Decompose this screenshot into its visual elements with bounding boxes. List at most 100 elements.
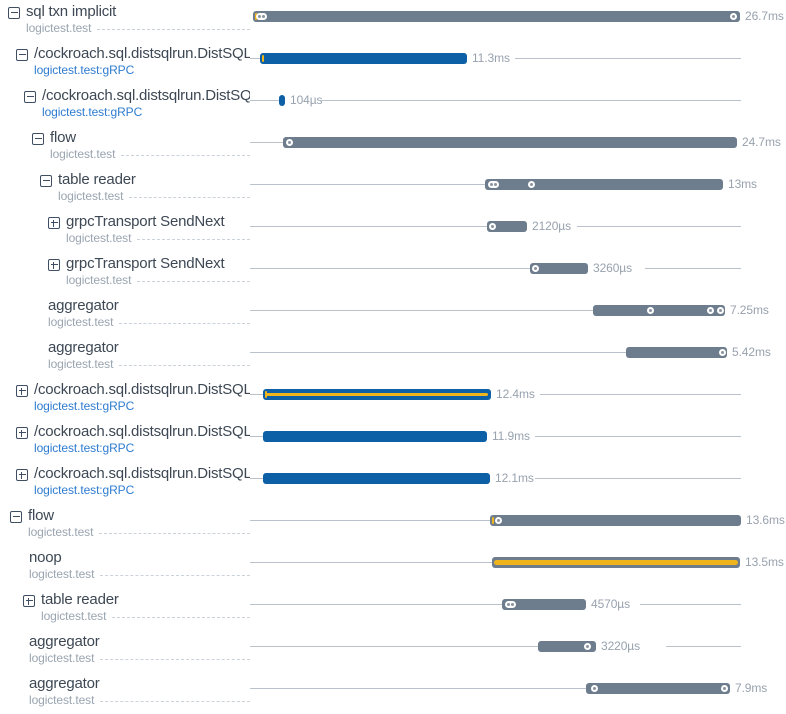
trace-span-row[interactable]: /cockroach.sql.distsqlrun.DistSQL/Set lo…: [0, 462, 786, 504]
span-bar[interactable]: [263, 431, 487, 442]
span-bar[interactable]: [530, 263, 588, 274]
trace-span-row[interactable]: table reader logictest.test 13ms: [0, 168, 786, 210]
trace-span-row[interactable]: /cockroach.sql.distsqlrun.DistSQL/Set lo…: [0, 420, 786, 462]
log-marker[interactable]: [286, 139, 293, 146]
span-bar[interactable]: [263, 389, 491, 400]
timeline-line-before: [250, 100, 279, 101]
span-bar[interactable]: [487, 221, 527, 232]
trace-span-row[interactable]: noop logictest.test 13.5ms: [0, 546, 786, 588]
span-name: /cockroach.sql.distsqlrun.DistSQL/S: [42, 87, 250, 104]
span-texts: aggregator logictest.test: [29, 633, 250, 665]
span-bar[interactable]: [593, 305, 725, 316]
log-marker[interactable]: [707, 307, 714, 314]
span-label: /cockroach.sql.distsqlrun.DistSQL/Set lo…: [16, 465, 250, 497]
span-texts: flow logictest.test: [50, 129, 250, 161]
log-marker[interactable]: [591, 685, 598, 692]
trace-span-row[interactable]: table reader logictest.test 4570µs: [0, 588, 786, 630]
timeline-line-after: [318, 100, 741, 101]
span-bar[interactable]: [490, 515, 741, 526]
trace-span-row[interactable]: aggregator logictest.test 3220µs: [0, 630, 786, 672]
expand-icon[interactable]: [48, 259, 60, 271]
expand-icon[interactable]: [16, 469, 28, 481]
log-marker[interactable]: [495, 517, 502, 524]
collapse-icon[interactable]: [8, 7, 20, 19]
timeline-line-before: [250, 478, 263, 479]
span-name: noop: [29, 549, 62, 566]
expand-icon[interactable]: [16, 427, 28, 439]
expand-icon[interactable]: [48, 217, 60, 229]
collapse-icon[interactable]: [10, 511, 22, 523]
timeline-line-after: [645, 268, 741, 269]
span-process: logictest.test: [66, 273, 132, 287]
duration-label: 104µs: [290, 93, 323, 107]
span-bar[interactable]: [586, 683, 730, 694]
trace-span-row[interactable]: /cockroach.sql.distsqlrun.DistSQL/Set lo…: [0, 378, 786, 420]
span-name: /cockroach.sql.distsqlrun.DistSQL/Set: [34, 423, 250, 440]
span-name: flow: [28, 507, 54, 524]
log-marker[interactable]: [721, 685, 728, 692]
span-subline: logictest.test: [26, 21, 250, 35]
log-marker[interactable]: [717, 307, 724, 314]
span-texts: aggregator logictest.test: [29, 675, 250, 707]
trace-span-row[interactable]: flow logictest.test 24.7ms: [0, 126, 786, 168]
log-marker[interactable]: [730, 13, 737, 20]
log-marker[interactable]: [719, 349, 726, 356]
expand-icon[interactable]: [16, 385, 28, 397]
span-bar[interactable]: [492, 557, 740, 568]
span-process: logictest.test: [26, 21, 92, 35]
span-bar[interactable]: [283, 137, 737, 148]
span-bar[interactable]: [260, 53, 467, 64]
log-marker[interactable]: [647, 307, 654, 314]
trace-span-row[interactable]: /cockroach.sql.distsqlrun.DistSQL/Set lo…: [0, 42, 786, 84]
span-bar[interactable]: [485, 179, 723, 190]
span-label: /cockroach.sql.distsqlrun.DistSQL/Set lo…: [16, 381, 250, 413]
log-marker[interactable]: [532, 265, 539, 272]
expand-icon[interactable]: [23, 595, 35, 607]
log-marker[interactable]: [489, 223, 496, 230]
duration-label: 13.6ms: [746, 513, 785, 527]
timeline-line-after: [640, 604, 741, 605]
span-process: logictest.test: [48, 357, 114, 371]
trace-span-row[interactable]: aggregator logictest.test 5.42ms: [0, 336, 786, 378]
span-bar[interactable]: [263, 473, 490, 484]
log-marker[interactable]: [488, 181, 499, 188]
duration-label: 13.5ms: [745, 555, 784, 569]
log-marker[interactable]: [584, 643, 591, 650]
trace-span-row[interactable]: aggregator logictest.test 7.25ms: [0, 294, 786, 336]
span-texts: /cockroach.sql.distsqlrun.DistSQL/Set lo…: [34, 45, 250, 77]
log-marker[interactable]: [256, 13, 267, 20]
span-bar[interactable]: [538, 641, 596, 652]
timeline-line-after: [666, 646, 741, 647]
timeline-line-after: [535, 478, 741, 479]
leader-line: [137, 281, 250, 282]
span-bar[interactable]: [253, 11, 740, 22]
span-name: aggregator: [29, 633, 100, 650]
span-subline: logictest.test: [66, 231, 250, 245]
timeline-line-before: [250, 184, 485, 185]
span-bar[interactable]: [626, 347, 727, 358]
span-process: logictest.test: [28, 525, 94, 539]
leader-line: [100, 701, 250, 702]
span-bar[interactable]: [502, 599, 586, 610]
span-texts: /cockroach.sql.distsqlrun.DistSQL/Set lo…: [34, 381, 250, 413]
span-process: logictest.test:gRPC: [34, 483, 135, 497]
span-name: aggregator: [48, 339, 119, 356]
trace-span-row[interactable]: flow logictest.test 13.6ms: [0, 504, 786, 546]
collapse-icon[interactable]: [16, 49, 28, 61]
leader-line: [97, 29, 250, 30]
trace-span-row[interactable]: sql txn implicit logictest.test 26.7ms: [0, 0, 786, 42]
span-bar[interactable]: [279, 95, 285, 106]
trace-span-row[interactable]: grpcTransport SendNext logictest.test 32…: [0, 252, 786, 294]
leader-line: [100, 659, 250, 660]
span-name: flow: [50, 129, 76, 146]
trace-span-row[interactable]: aggregator logictest.test 7.9ms: [0, 672, 786, 714]
trace-span-row[interactable]: grpcTransport SendNext logictest.test 21…: [0, 210, 786, 252]
yellow-tick-marker: [262, 55, 264, 62]
trace-span-row[interactable]: /cockroach.sql.distsqlrun.DistSQL/S logi…: [0, 84, 786, 126]
log-marker[interactable]: [528, 181, 535, 188]
collapse-icon[interactable]: [24, 91, 36, 103]
collapse-icon[interactable]: [40, 175, 52, 187]
collapse-icon[interactable]: [32, 133, 44, 145]
span-process: logictest.test:gRPC: [34, 63, 135, 77]
log-marker[interactable]: [505, 601, 516, 608]
